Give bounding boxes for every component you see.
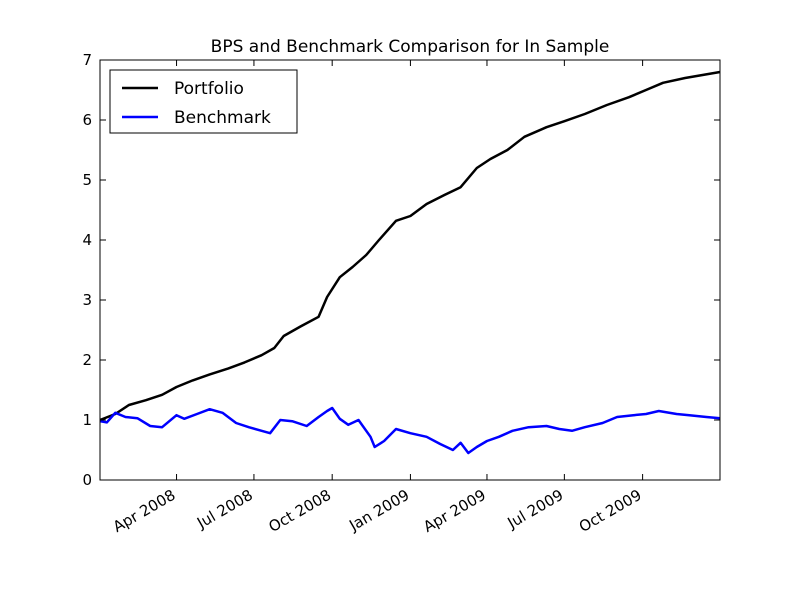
series-line-benchmark (99, 406, 721, 455)
y-tick-label: 2 (82, 351, 92, 369)
legend-label-benchmark: Benchmark (174, 108, 271, 128)
series-layer (99, 70, 721, 455)
y-axis: 0 1 2 3 4 5 6 7 (82, 51, 720, 489)
x-tick-label: Jan 2009 (345, 486, 412, 535)
x-tick-label: Oct 2009 (576, 486, 645, 536)
x-tick-label: Jul 2008 (193, 486, 256, 533)
x-tick-label: Oct 2008 (266, 486, 335, 536)
x-tick-label: Apr 2009 (420, 486, 489, 536)
y-tick-label: 0 (82, 471, 92, 489)
legend-label-portfolio: Portfolio (174, 79, 244, 99)
legend: Portfolio Benchmark (109, 69, 298, 134)
x-tick-label: Apr 2008 (110, 486, 179, 536)
legend-box (109, 69, 298, 134)
y-tick-label: 6 (82, 111, 92, 129)
y-tick-label: 7 (82, 51, 92, 69)
y-tick-label: 5 (82, 171, 92, 189)
y-tick-label: 3 (82, 291, 92, 309)
chart-title: BPS and Benchmark Comparison for In Samp… (211, 37, 610, 57)
x-tick-label: Jul 2009 (504, 486, 567, 533)
y-tick-label: 1 (82, 411, 92, 429)
y-tick-label: 4 (82, 231, 92, 249)
series-line-portfolio (99, 70, 721, 422)
